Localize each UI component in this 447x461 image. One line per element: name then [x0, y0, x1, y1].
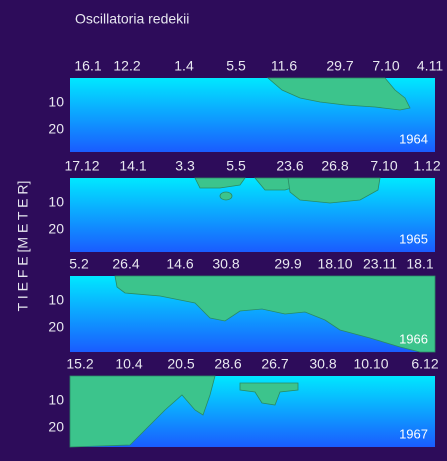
date-label: 4.11	[417, 58, 443, 74]
date-label: 17.12	[64, 158, 99, 174]
date-label: 3.3	[175, 158, 195, 174]
date-label: 5.5	[226, 58, 246, 74]
date-label: 28.6	[214, 356, 241, 372]
year-label: 1967	[399, 426, 428, 441]
date-label: 5.2	[69, 256, 89, 272]
date-label: 5.5	[226, 158, 246, 174]
date-label: 26.7	[261, 356, 288, 372]
date-label: 26.4	[112, 256, 139, 272]
year-label: 1965	[399, 231, 428, 246]
distribution	[266, 77, 411, 111]
date-label: 1.4	[174, 58, 194, 74]
date-label: 10.4	[115, 356, 142, 372]
date-label: 29.9	[274, 256, 301, 272]
date-label: 18.10	[317, 256, 352, 272]
y-tick-label: 20	[48, 319, 64, 335]
title: Oscillatoria redekii	[75, 11, 189, 27]
year-label: 1964	[399, 131, 428, 146]
distribution	[194, 177, 246, 189]
y-tick-label: 10	[48, 94, 64, 110]
y-tick-label: 20	[48, 121, 64, 137]
date-label: 11.6	[271, 58, 297, 74]
date-label: 14.1	[119, 158, 146, 174]
date-label: 26.8	[321, 158, 348, 174]
panel	[70, 178, 435, 252]
date-label: 18.1	[406, 256, 433, 272]
date-label: 30.8	[212, 256, 239, 272]
date-label: 7.10	[370, 158, 397, 174]
date-label: 23.6	[276, 158, 303, 174]
axis-label: T I E F E [M E T E R]	[15, 181, 31, 312]
year-label: 1966	[399, 331, 428, 346]
date-label: 6.12	[411, 356, 438, 372]
distribution	[287, 177, 381, 204]
date-label: 7.10	[372, 58, 399, 74]
distribution	[69, 375, 216, 448]
y-tick-label: 10	[48, 194, 64, 210]
date-label: 12.2	[113, 58, 140, 74]
date-label: 1.12	[413, 158, 440, 174]
y-tick-label: 10	[48, 392, 64, 408]
date-label: 15.2	[66, 356, 93, 372]
distribution	[239, 382, 299, 406]
date-label: 20.5	[167, 356, 194, 372]
distribution	[219, 191, 233, 201]
date-label: 30.8	[309, 356, 336, 372]
date-label: 16.1	[74, 58, 101, 74]
y-tick-label: 20	[48, 221, 64, 237]
y-tick-label: 10	[48, 292, 64, 308]
distribution	[114, 275, 436, 353]
date-label: 14.6	[166, 256, 193, 272]
date-label: 10.10	[353, 356, 388, 372]
date-label: 29.7	[326, 58, 353, 74]
date-label: 23.11	[363, 256, 397, 272]
y-tick-label: 20	[48, 419, 64, 435]
